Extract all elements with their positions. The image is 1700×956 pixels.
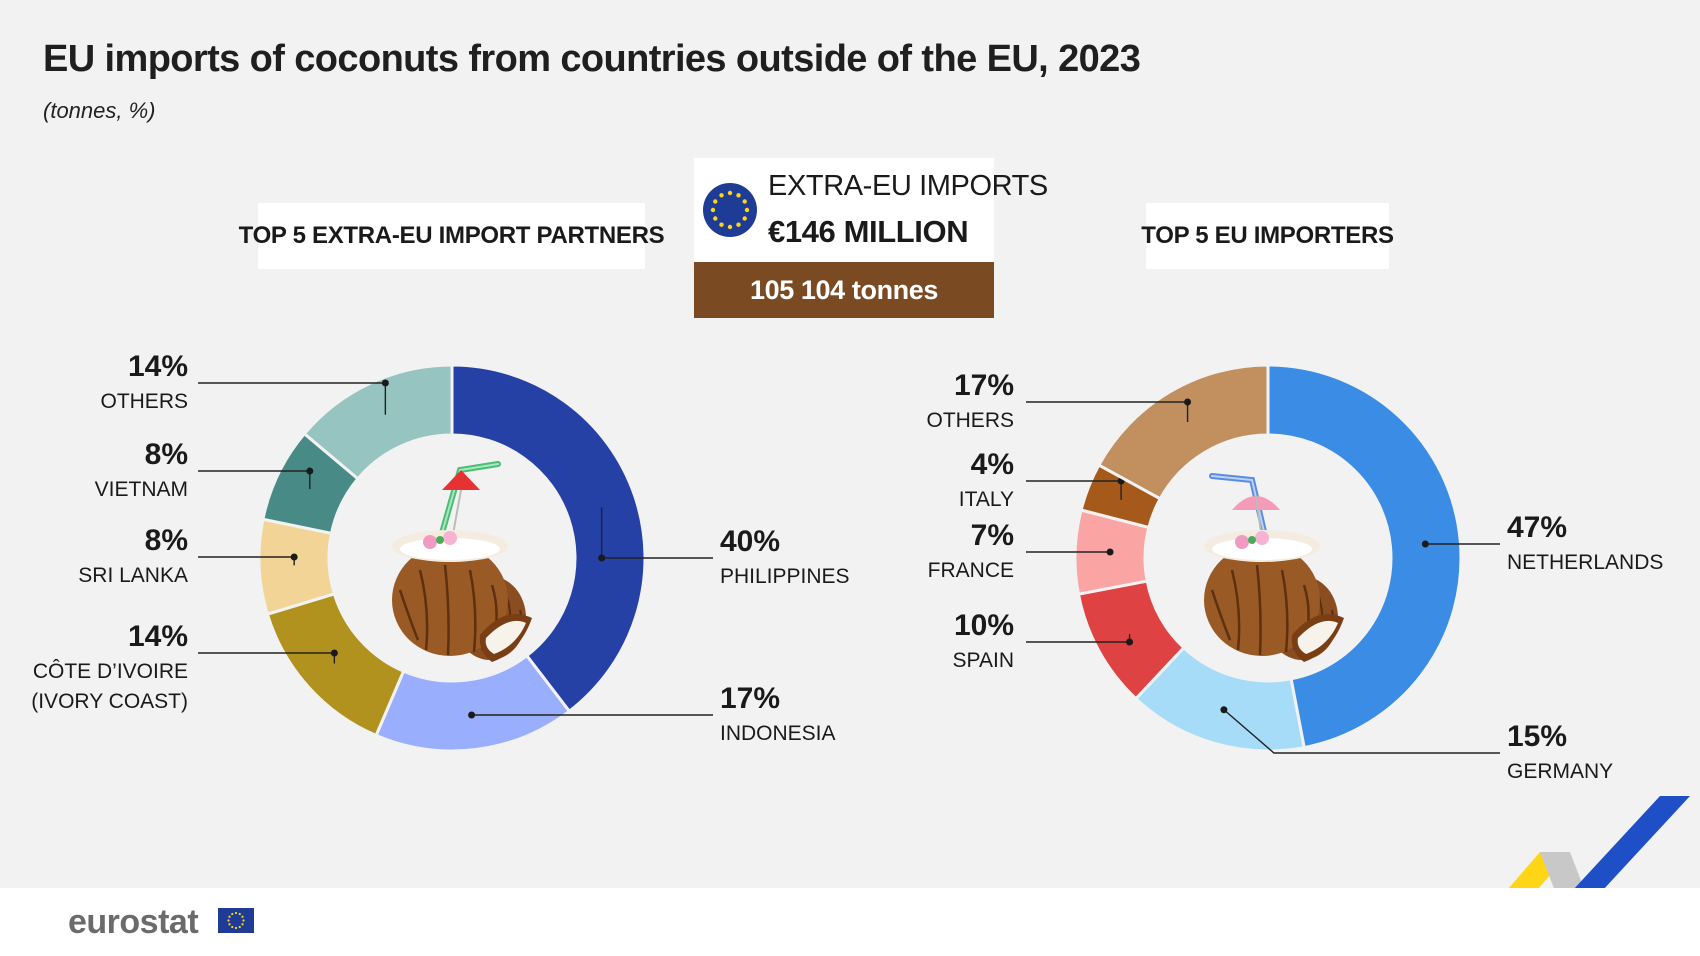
category-label-partners-philippines: PHILIPPINES (720, 565, 850, 588)
summary-box: EXTRA-EU IMPORTS €146 MILLION 105 104 to… (694, 158, 1048, 318)
summary-tonnes: 105 104 tonnes (694, 262, 994, 318)
category-label-partners-sri-lanka: SRI LANKA (78, 564, 188, 587)
leader-importers-france (1026, 548, 1114, 556)
value-label-importers-spain: 10% (954, 609, 1014, 642)
eu-flag-icon (703, 183, 757, 237)
footer: eurostat (0, 888, 1700, 956)
leader-importers-others (1026, 398, 1192, 423)
left-chart-title: TOP 5 EXTRA-EU IMPORT PARTNERS (239, 203, 665, 269)
category-label-partners-indonesia: INDONESIA (720, 722, 836, 745)
coconut-drink-icon (1202, 473, 1346, 664)
category-label-partners-vietnam: VIETNAM (95, 478, 188, 501)
leader-partners-c-te-d-ivoire (198, 649, 338, 664)
category-label-importers-netherlands: NETHERLANDS (1507, 551, 1663, 574)
summary-top: EXTRA-EU IMPORTS €146 MILLION (694, 158, 1048, 262)
right-chart-title: TOP 5 EU IMPORTERS (1141, 203, 1394, 269)
category-label-importers-others: OTHERS (926, 409, 1014, 432)
category-label-importers-spain: SPAIN (953, 649, 1014, 672)
category-label-importers-germany: GERMANY (1507, 760, 1613, 783)
donut-charts: 40% PHILIPPINES 17% INDONESIA 14% CÔTE D’IVOI… (31, 350, 1663, 783)
slice-partners-c-te-d-ivoire (265, 591, 406, 738)
value-label-partners-vietnam: 8% (145, 438, 188, 471)
leader-partners-vietnam (198, 467, 314, 490)
value-label-partners-others: 14% (128, 350, 188, 383)
donut-chart-importers: 47% NETHERLANDS 15% GERMANY 10% SPAIN 7% FRANCE… (926, 363, 1663, 783)
slice-partners-philippines (450, 363, 647, 714)
value-label-partners-c-te-d-ivoire: 14% (128, 620, 188, 653)
value-label-partners-philippines: 40% (720, 525, 780, 558)
page-title: EU imports of coconuts from countries ou… (43, 38, 1141, 80)
category-label-importers-italy: ITALY (959, 488, 1014, 511)
value-label-importers-france: 7% (971, 519, 1014, 552)
value-label-importers-italy: 4% (971, 448, 1014, 481)
summary-label: EXTRA-EU IMPORTS (768, 170, 1048, 202)
page-subtitle: (tonnes, %) (43, 98, 156, 123)
value-label-partners-sri-lanka: 8% (145, 524, 188, 557)
leader-partners-others (198, 379, 389, 415)
slice-importers-netherlands (1266, 363, 1463, 750)
leader-partners-indonesia (468, 711, 713, 719)
eurostat-logo: eurostat (68, 903, 199, 941)
category-label2-partners-c-te-d-ivoire: (IVORY COAST) (31, 690, 188, 713)
leader-importers-spain (1026, 634, 1134, 646)
value-label-importers-germany: 15% (1507, 720, 1567, 753)
leader-importers-netherlands (1421, 540, 1500, 548)
slice-partners-others (302, 363, 454, 481)
category-label-partners-others: OTHERS (100, 390, 188, 413)
value-label-partners-indonesia: 17% (720, 682, 780, 715)
value-label-importers-others: 17% (954, 369, 1014, 402)
category-label-partners-c-te-d-ivoire: CÔTE D’IVOIRE (33, 660, 188, 683)
eu-flag-icon (218, 908, 254, 933)
leader-importers-germany (1220, 706, 1500, 754)
slice-importers-others (1096, 363, 1270, 501)
value-label-importers-netherlands: 47% (1507, 511, 1567, 544)
leader-partners-sri-lanka (198, 553, 298, 566)
leader-partners-philippines (598, 507, 713, 562)
coconut-drink-icon (390, 461, 534, 664)
donut-chart-partners: 40% PHILIPPINES 17% INDONESIA 14% CÔTE D’IVOI… (31, 350, 850, 753)
category-label-importers-france: FRANCE (928, 559, 1014, 582)
summary-value: €146 MILLION (768, 214, 969, 249)
